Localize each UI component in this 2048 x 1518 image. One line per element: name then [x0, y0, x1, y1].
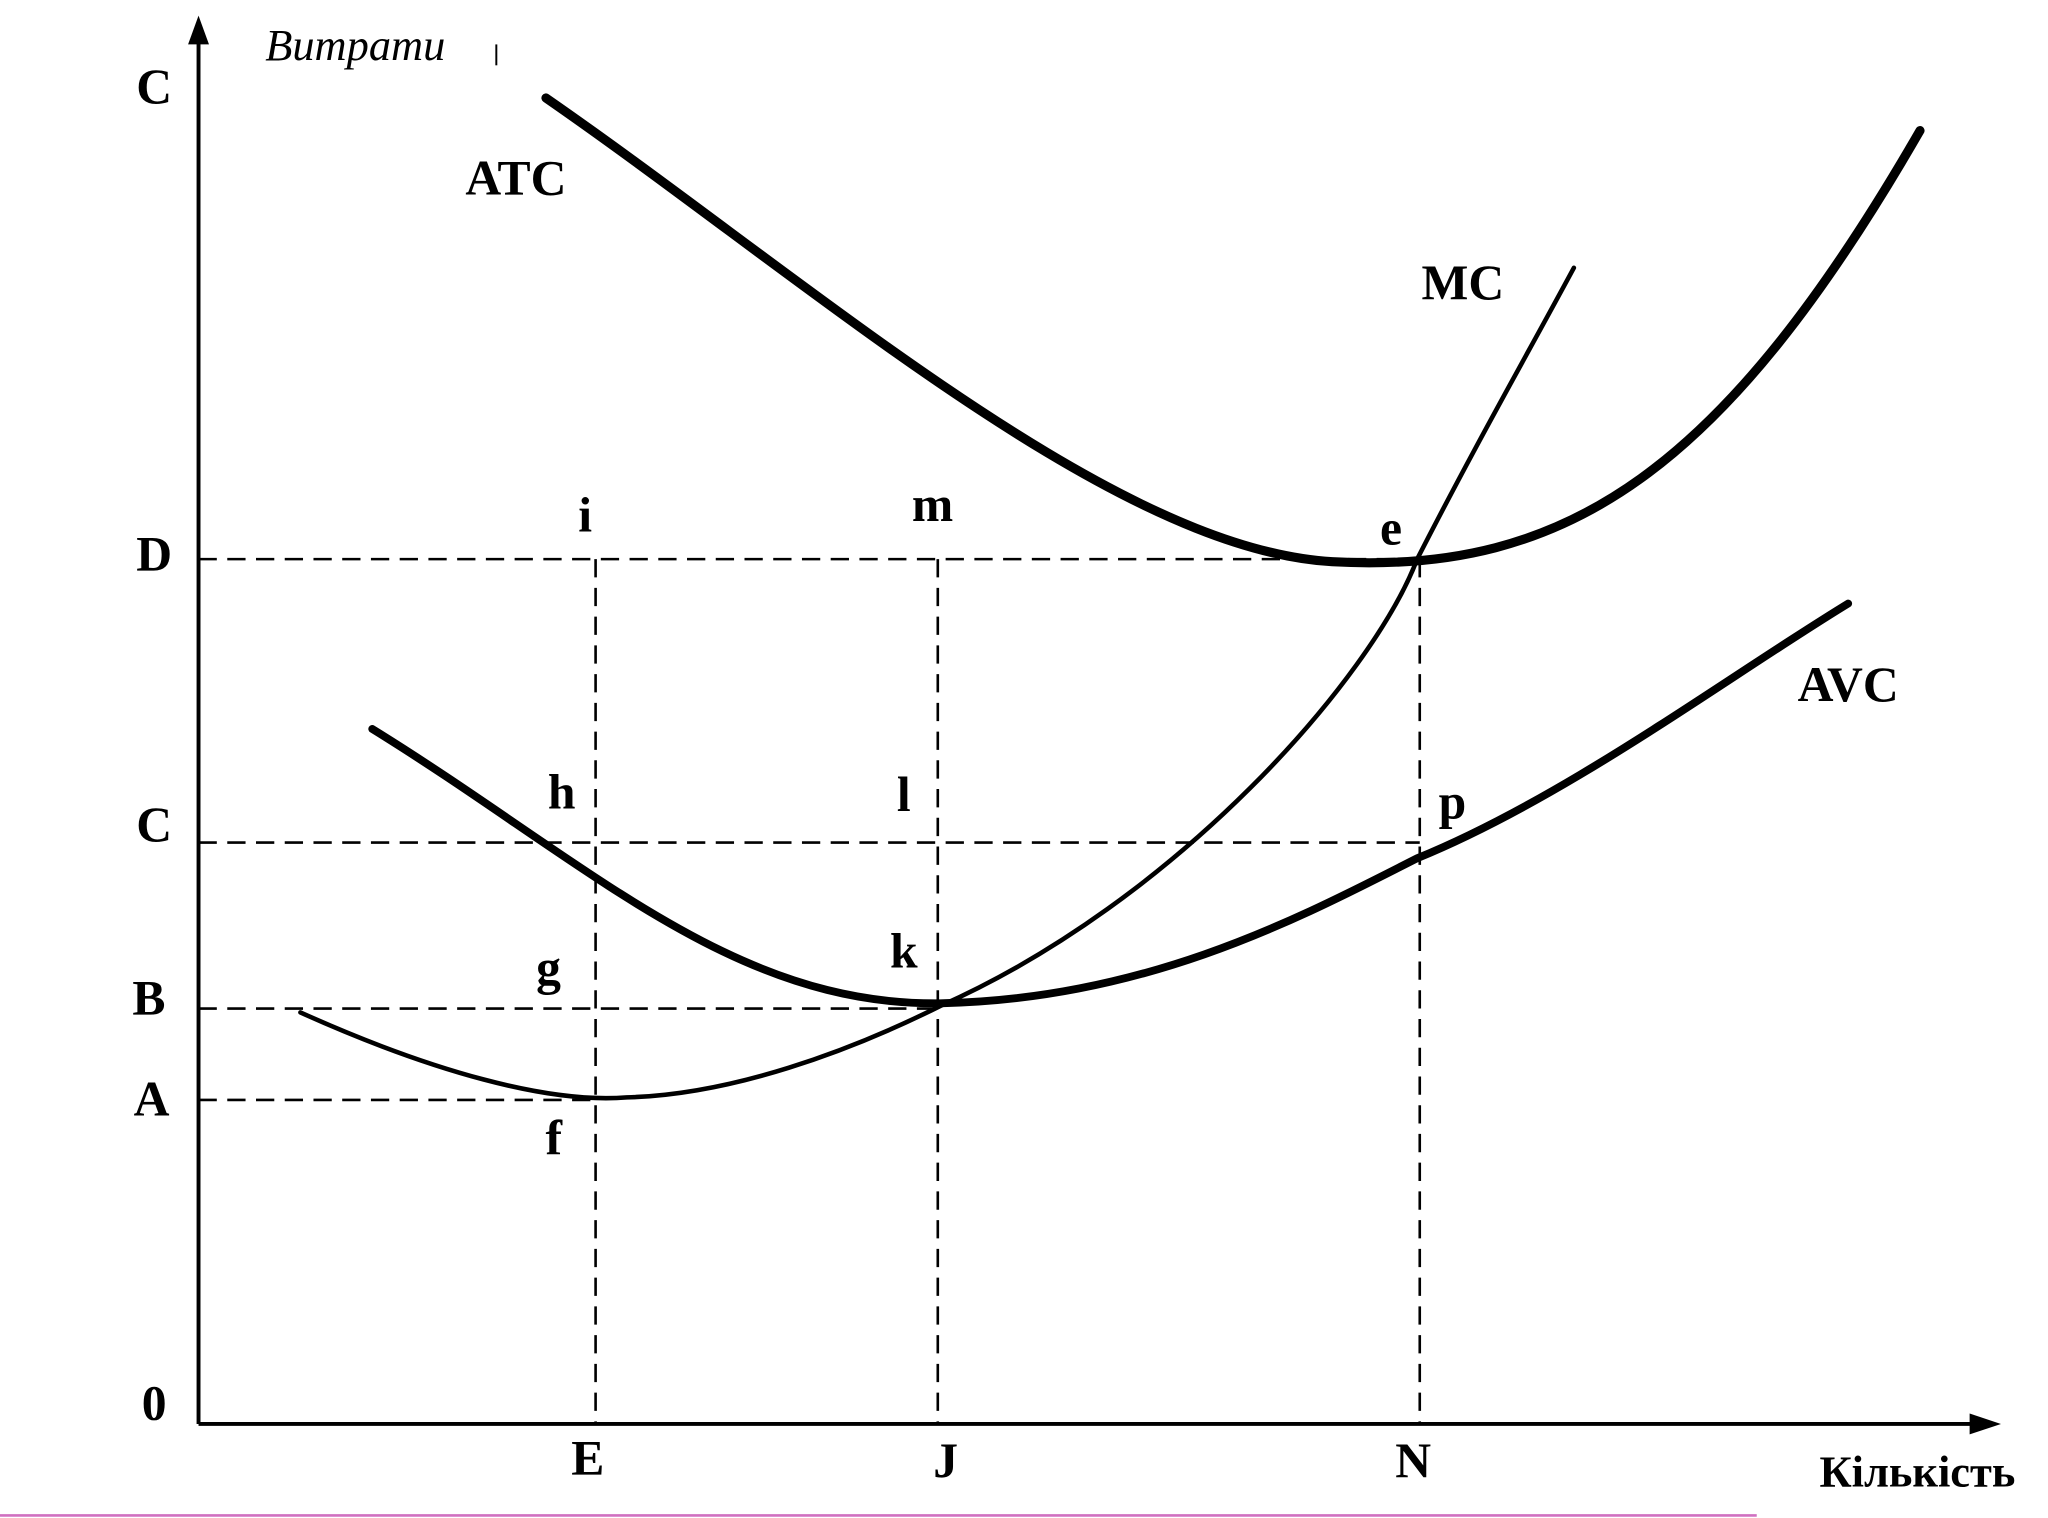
x-label: E	[571, 1431, 604, 1486]
x-arrow	[1969, 1413, 2001, 1435]
atc-curve	[541, 93, 1925, 568]
point-label: m	[912, 477, 953, 532]
x-axis-title: Кількість	[1819, 1446, 2015, 1496]
curve-label: MC	[1422, 255, 1505, 310]
curve-label: ATC	[465, 150, 566, 205]
y-label: C	[136, 59, 172, 114]
y-label: C	[136, 797, 172, 852]
point-label: e	[1380, 500, 1402, 555]
x-label: J	[933, 1433, 958, 1488]
y-arrow	[188, 15, 209, 45]
mc-curve	[298, 265, 1577, 1101]
point-label: i	[578, 487, 592, 542]
guides	[198, 557, 1422, 1424]
y-axis-title: Витрати	[265, 20, 445, 70]
y-label: 0	[142, 1376, 167, 1431]
avc-curve	[368, 599, 1853, 1008]
point-label: h	[548, 764, 576, 819]
point-label: k	[890, 924, 918, 979]
x-label: N	[1395, 1433, 1431, 1488]
y-label: A	[134, 1071, 170, 1126]
y-label: B	[132, 971, 165, 1026]
point-label: g	[536, 941, 561, 996]
curve-label: AVC	[1798, 657, 1899, 712]
point-label: l	[897, 767, 911, 822]
point-label: f	[546, 1110, 564, 1165]
point-label: p	[1439, 775, 1467, 830]
y-label: D	[136, 527, 172, 582]
